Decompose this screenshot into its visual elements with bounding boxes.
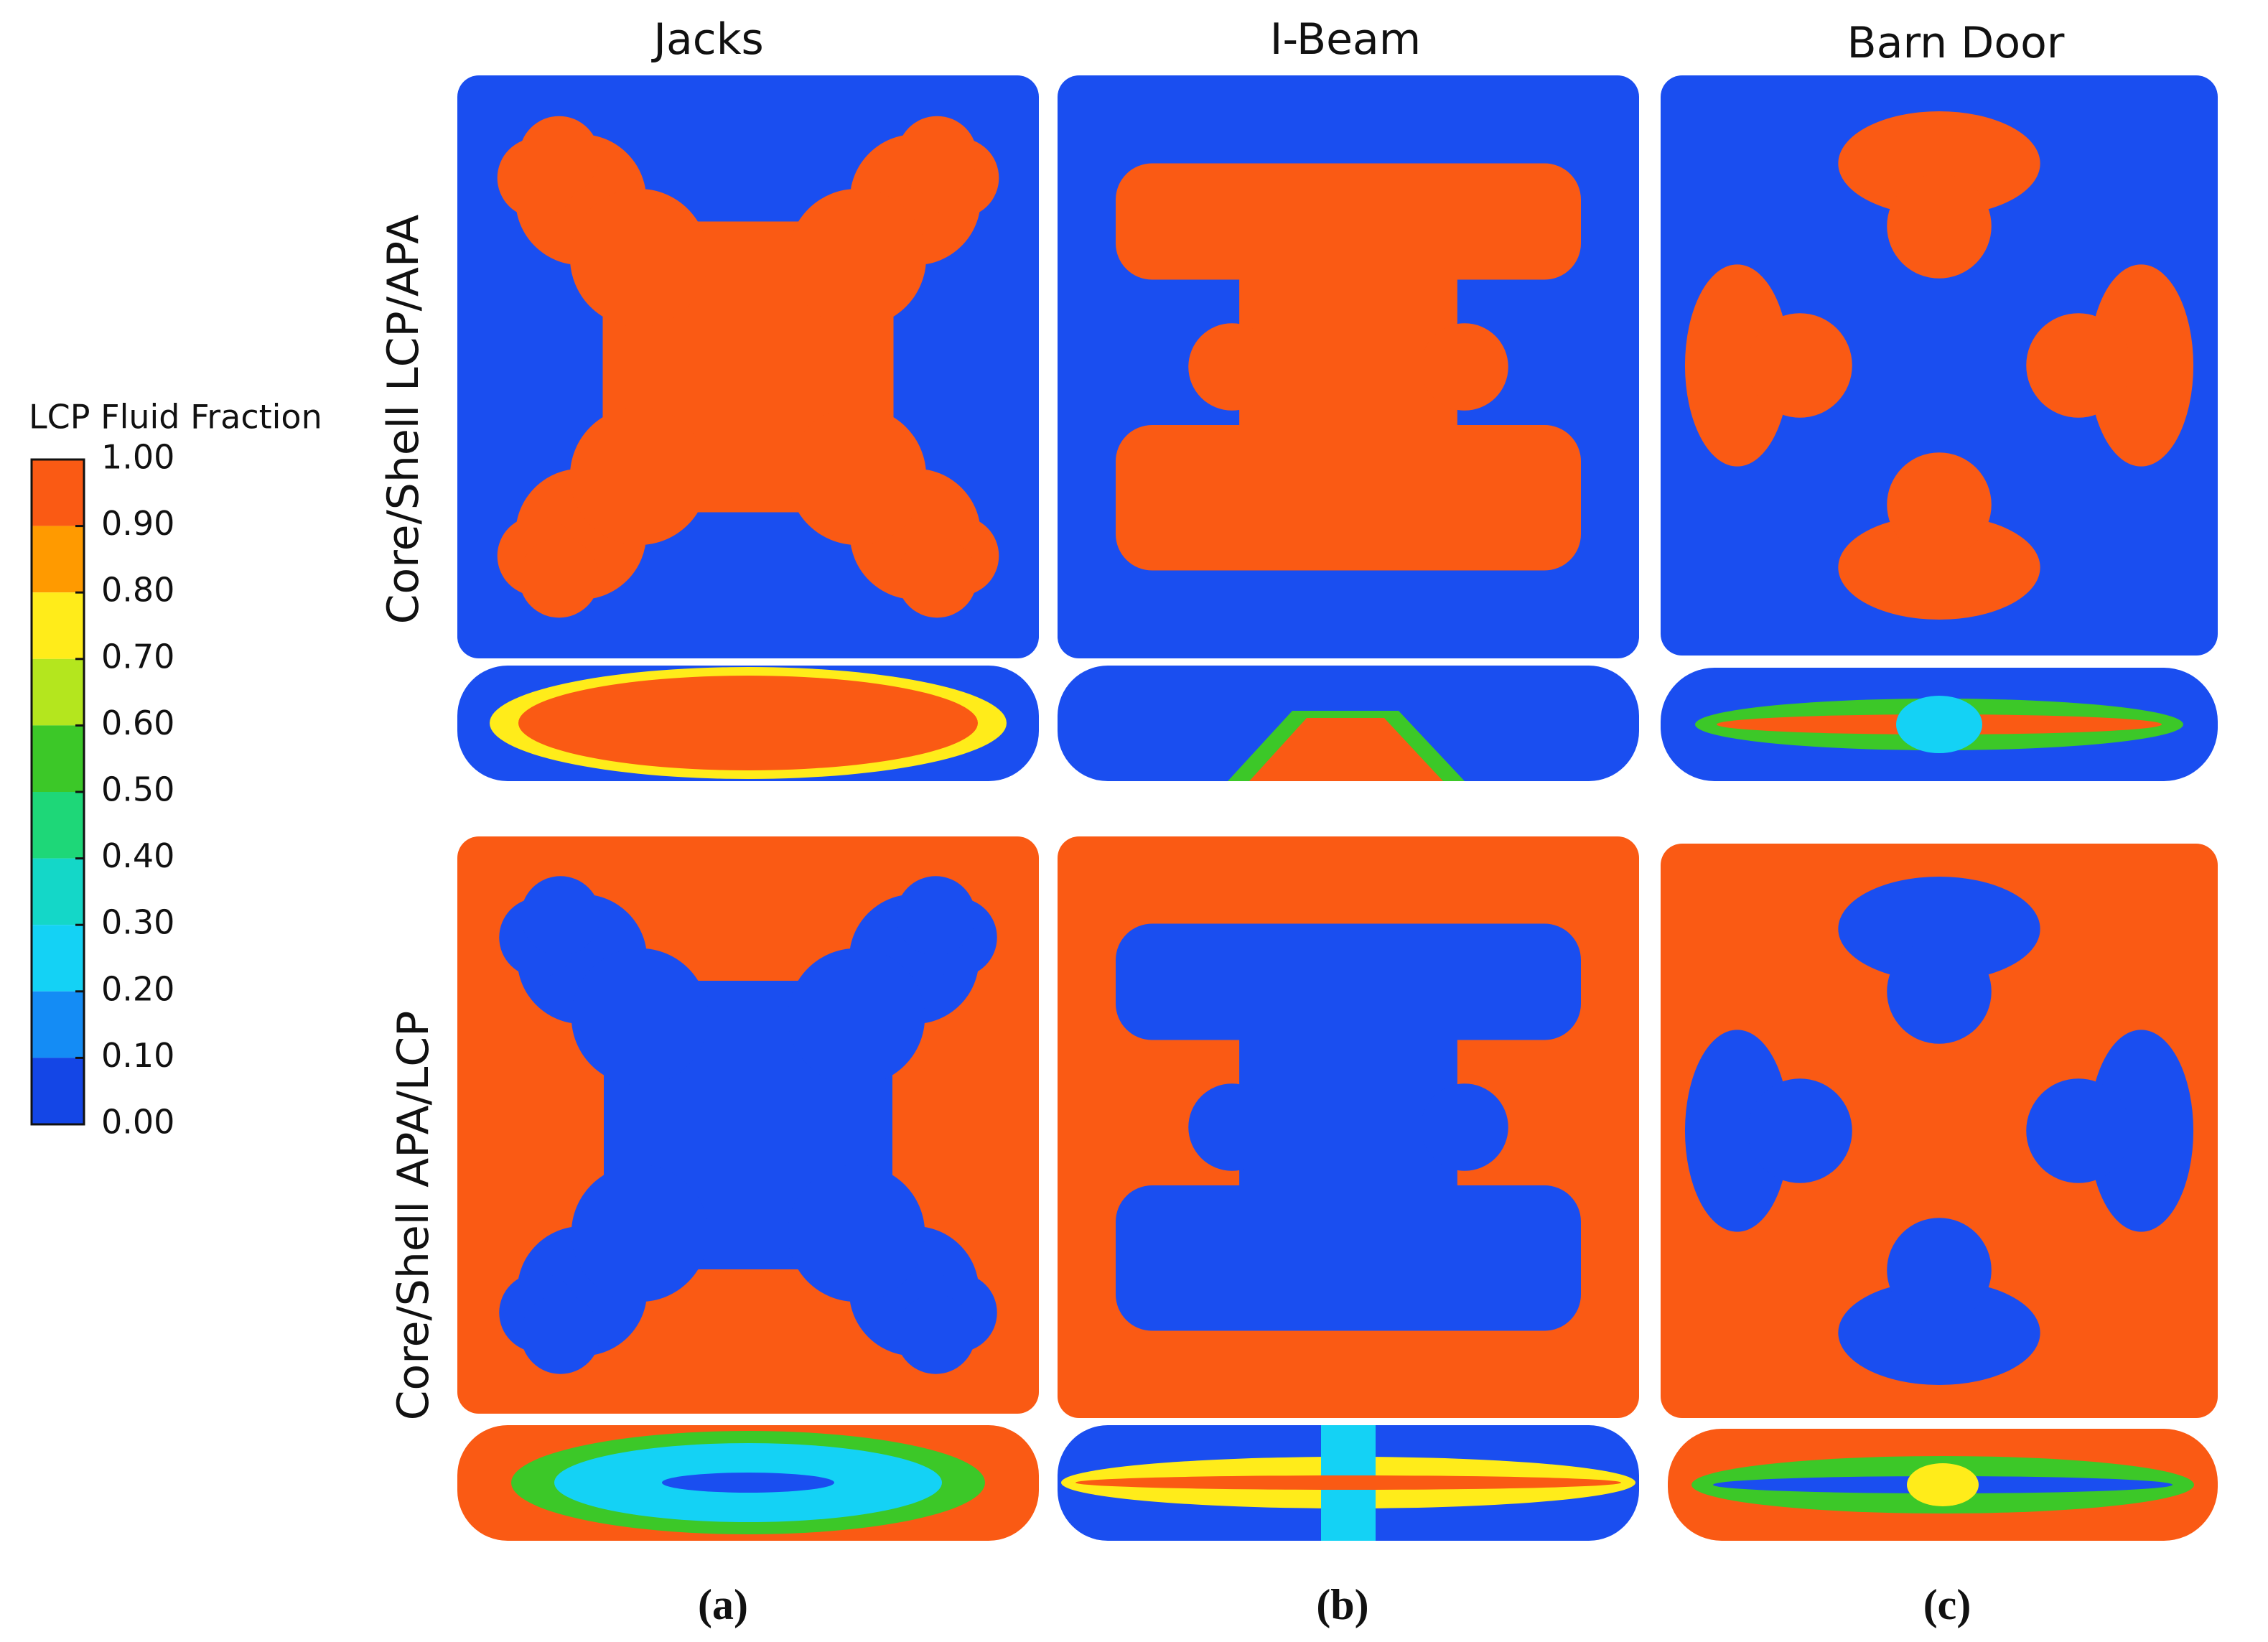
panel-label: (a)	[698, 1581, 748, 1628]
colorbar-band	[32, 858, 84, 925]
colorbar-band	[32, 460, 84, 526]
colorbar-tick-label: 0.10	[101, 1036, 174, 1075]
colorbar-tick-label: 0.30	[101, 903, 174, 942]
colorbar-tick-label: 0.50	[101, 770, 174, 809]
strip	[457, 1425, 2218, 1541]
colorbar-title: LCP Fluid Fraction	[29, 398, 322, 437]
colorbar: 1.00 0.90 0.80 0.70 0.60 0.50 0.40 0.30 0.20 0.10…	[30, 438, 174, 1142]
colorbar-tick-label: 0.20	[101, 969, 174, 1008]
colorbar-tick-label: 0.90	[101, 504, 174, 543]
colorbar-band	[32, 792, 84, 859]
row-label: Core/Shell LCP/APA	[378, 215, 429, 625]
colorbar-band	[32, 991, 84, 1058]
row-label: Core/Shell APA/LCP	[388, 1011, 439, 1421]
colorbar-band	[32, 526, 84, 593]
colorbar-tick-label: 0.60	[101, 704, 174, 742]
colorbar-band	[32, 658, 84, 726]
panel	[457, 75, 2218, 658]
colorbar-band	[32, 592, 84, 659]
column-title: Barn Door	[1847, 18, 2065, 68]
colorbar-tick-label: 1.00	[101, 438, 174, 477]
colorbar-tick-label: 0.70	[101, 637, 174, 676]
colorbar-band	[32, 1058, 84, 1124]
strip	[457, 666, 2218, 781]
colorbar-band	[32, 725, 84, 792]
colorbar-tick-label: 0.00	[101, 1103, 174, 1142]
column-title: Jacks	[650, 14, 763, 65]
colorbar-tick-label: 0.80	[101, 571, 174, 610]
colorbar-tick-label: 0.40	[101, 836, 174, 875]
panel-label: (c)	[1923, 1581, 1971, 1628]
panel-label: (b)	[1316, 1581, 1368, 1628]
column-title: I-Beam	[1270, 14, 1422, 65]
panel	[457, 836, 2218, 1418]
colorbar-band	[32, 925, 84, 992]
